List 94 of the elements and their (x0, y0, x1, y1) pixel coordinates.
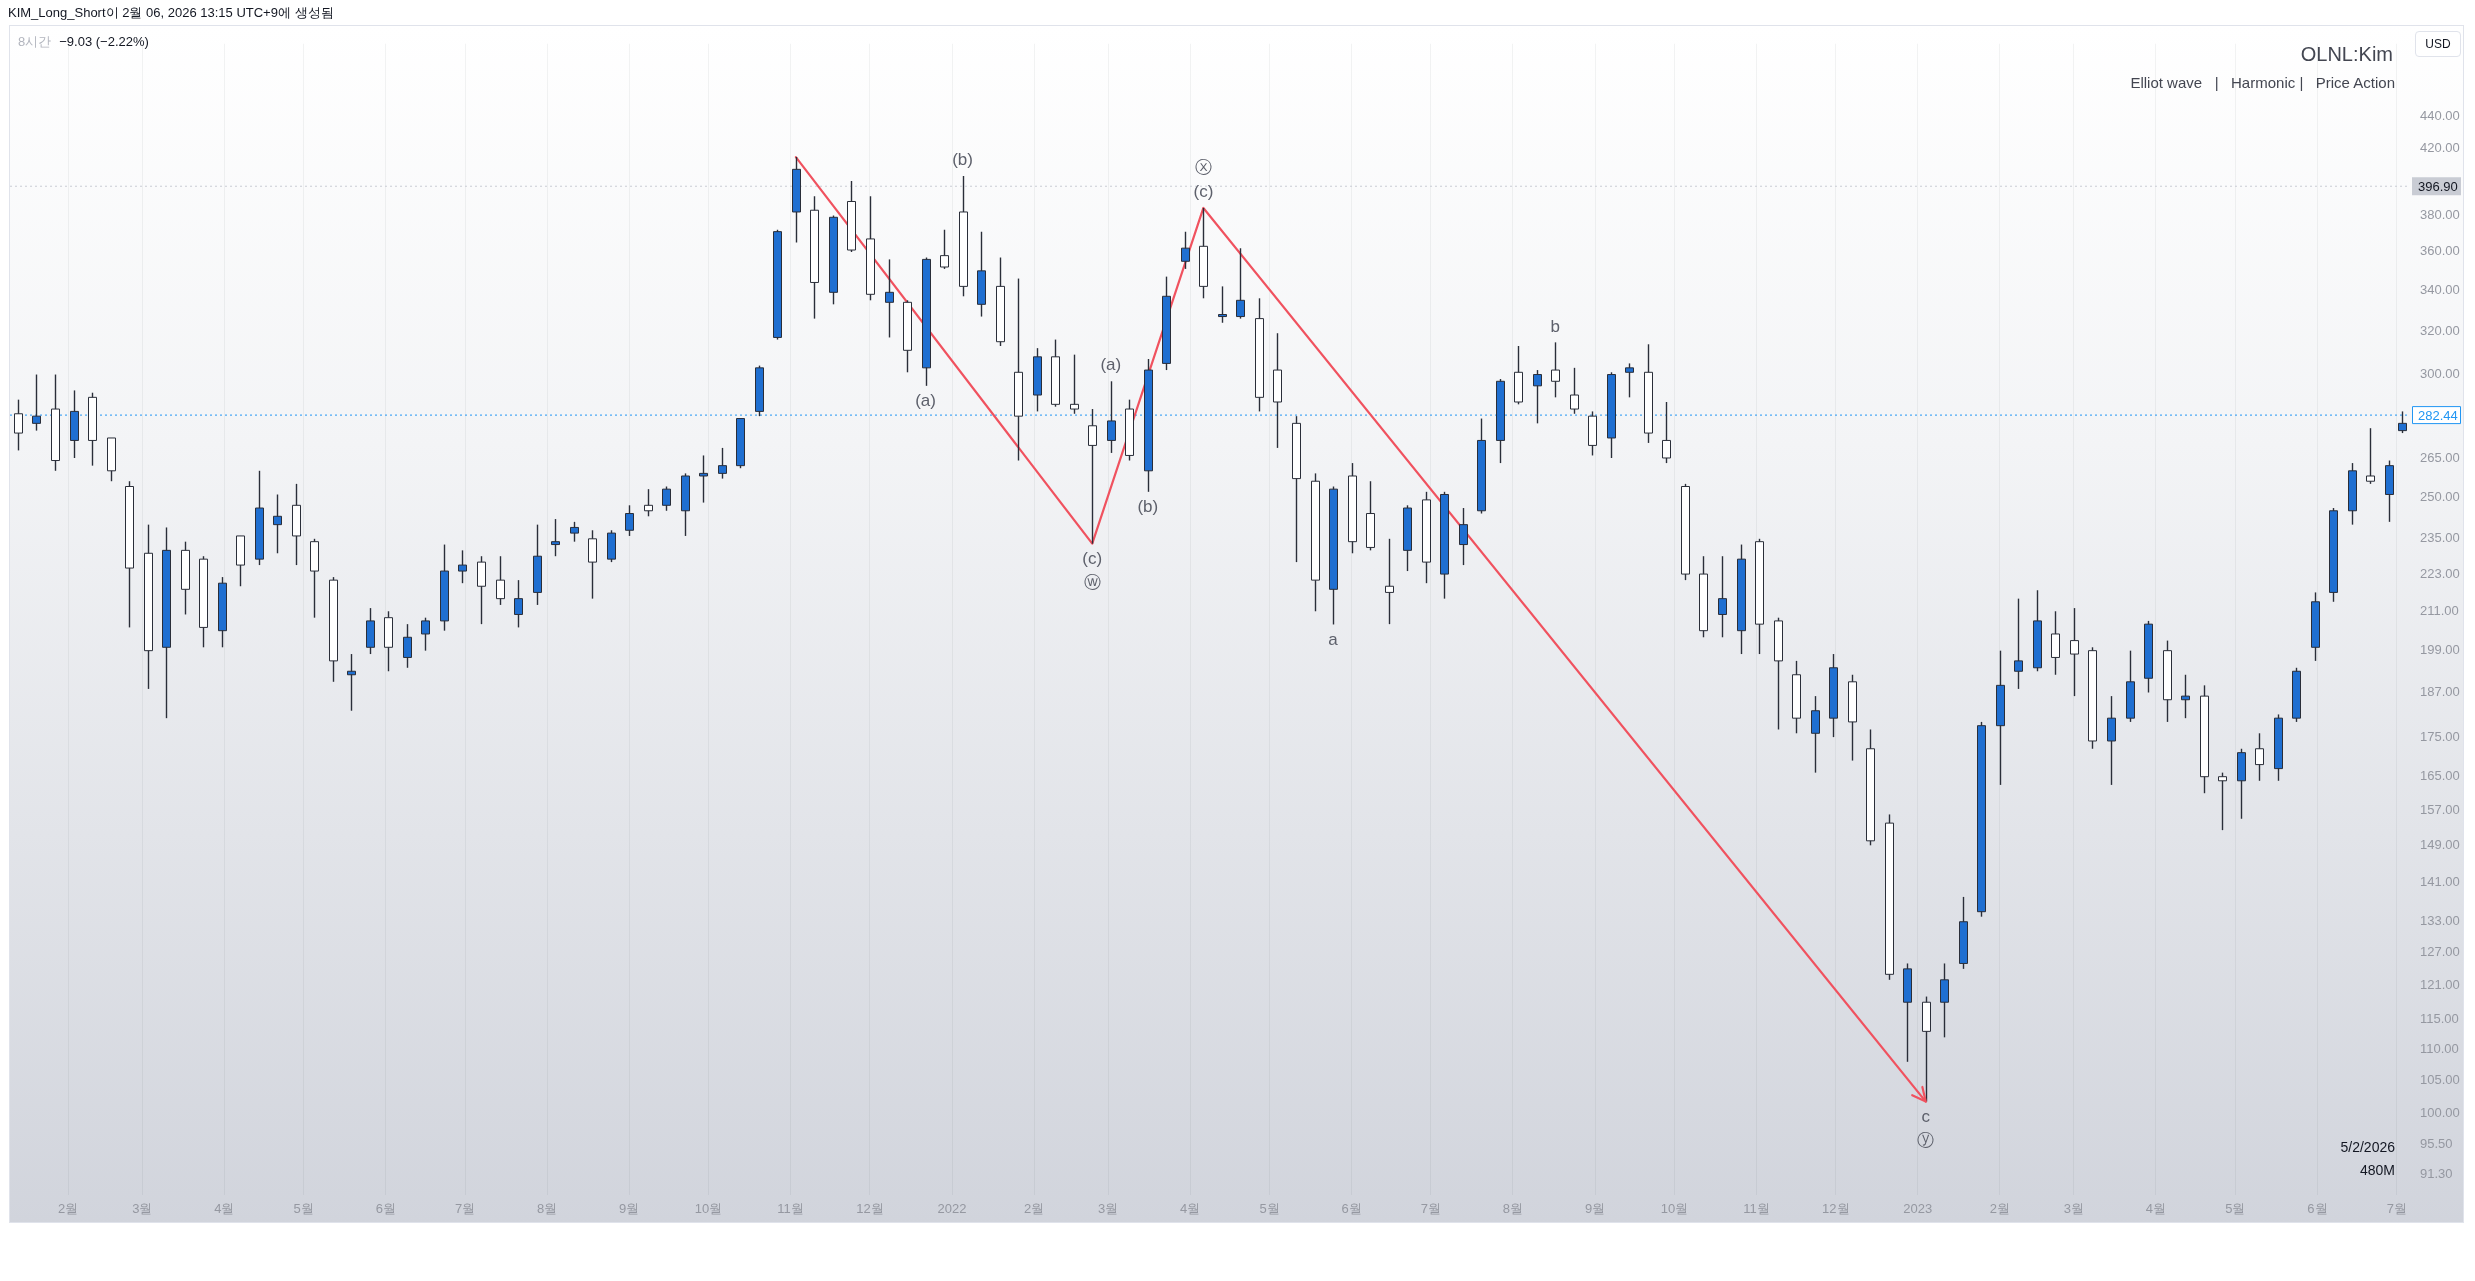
x-tick-label: 9월 (1584, 1201, 1606, 1217)
annotation: ⓨ (1917, 1130, 1935, 1150)
chart-subtitle: −9.03 (−2.22%) (59, 34, 149, 49)
candlestick (1718, 555, 1727, 638)
x-tick-label: 5월 (1259, 1201, 1280, 1217)
y-tick-label: 420.00 (2420, 139, 2460, 155)
x-tick-label: 9월 (619, 1201, 640, 1217)
x-tick-label: 7월 (1420, 1201, 1442, 1217)
x-tick-label: 5월 (2225, 1201, 2246, 1217)
x-tick-label: 10월 (694, 1201, 723, 1217)
x-tick-label: 4월 (1180, 1201, 1201, 1217)
y-tick-label: 300.00 (2420, 366, 2460, 382)
annotation: Elliot wave | Harmonic | Price Action (2130, 74, 2395, 91)
x-tick-label: 8월 (1502, 1201, 1524, 1217)
annotation: OLNL:Kim (2300, 43, 2393, 65)
x-tick-label: 2022 (937, 1201, 967, 1217)
annotation: c (1921, 1106, 1931, 1126)
y-tick-label: 235.00 (2420, 530, 2460, 546)
y-tick-label: 91.30 (2420, 1166, 2453, 1182)
y-tick-label: 340.00 (2420, 281, 2460, 297)
candlestick (514, 579, 523, 629)
x-tick-label: 4월 (214, 1201, 235, 1217)
candlestick (588, 529, 597, 600)
candlestick (1088, 408, 1097, 545)
ref-line-label: 282.44 (2418, 407, 2458, 423)
x-tick-label: 8월 (537, 1201, 558, 1217)
ref-line-label: 396.90 (2418, 178, 2458, 194)
x-tick-label: 11월 (777, 1201, 804, 1217)
x-tick-label: 11월 (1743, 1201, 1770, 1217)
candlestick (14, 398, 23, 452)
chart-title: 8시간 (18, 34, 52, 49)
x-tick-label: 2월 (1023, 1201, 1045, 1217)
x-tick-label: 7월 (455, 1201, 476, 1217)
annotation: ⓧ (1194, 158, 1212, 178)
y-tick-label: 360.00 (2420, 243, 2460, 259)
y-axis-title: USD (2415, 31, 2461, 57)
x-tick-label: 6월 (2307, 1201, 2328, 1217)
y-tick-label: 199.00 (2420, 642, 2460, 658)
y-tick-label: 211.00 (2420, 602, 2459, 618)
y-tick-label: 165.00 (2420, 768, 2460, 784)
y-tick-label: 250.00 (2420, 488, 2460, 504)
x-tick-label: 12월 (1822, 1201, 1850, 1217)
candlestick (2051, 610, 2060, 676)
x-tick-label: 3월 (132, 1201, 153, 1217)
annotation: (c) (1193, 182, 1214, 202)
x-tick-label: 2023 (1903, 1201, 1933, 1217)
x-tick-label: 10월 (1660, 1201, 1689, 1217)
x-tick-label: 2월 (58, 1201, 79, 1217)
y-tick-label: 187.00 (2420, 684, 2460, 700)
text: KIM_Long_Short이 2월 06, 2026 13:15 UTC+9에 생성됨 (8, 5, 334, 20)
candlestick (718, 447, 727, 480)
annotation: ⓦ (1083, 572, 1101, 592)
x-tick-label: 6월 (375, 1201, 396, 1217)
y-tick-label: 115.00 (2420, 1011, 2459, 1027)
x-tick-label: 4월 (2145, 1201, 2167, 1217)
y-tick-label: 95.50 (2420, 1136, 2453, 1152)
y-tick-label: 133.00 (2420, 913, 2460, 929)
y-tick-label: 127.00 (2420, 944, 2460, 960)
candlestick (625, 504, 634, 537)
x-tick-label: 7월 (2386, 1201, 2407, 1217)
candlestick (1107, 380, 1116, 454)
x-tick-label: 12월 (856, 1201, 884, 1217)
annotation: (b) (952, 150, 973, 170)
candlestick (1811, 695, 1820, 774)
x-tick-label: 2월 (1989, 1201, 2010, 1217)
y-tick-label: 110.00 (2420, 1041, 2459, 1057)
annotation: 5/2/2026 (2340, 1139, 2395, 1155)
annotation: (c) (1082, 548, 1103, 568)
y-tick-label: 157.00 (2420, 801, 2460, 817)
y-tick-label: 440.00 (2420, 108, 2460, 124)
candlestick (2014, 597, 2023, 690)
y-tick-label: 223.00 (2420, 565, 2460, 581)
annotation: 480M (2359, 1162, 2395, 1178)
x-tick-label: 3월 (1098, 1201, 1119, 1217)
y-tick-label: 105.00 (2420, 1072, 2460, 1088)
y-tick-label: 141.00 (2420, 874, 2460, 890)
annotation: (b) (1137, 497, 1159, 517)
y-tick-label: 149.00 (2420, 836, 2460, 852)
x-tick-label: 3월 (2063, 1201, 2085, 1217)
y-tick-label: 175.00 (2420, 728, 2460, 744)
candlestick (1940, 962, 1949, 1039)
candlestick (1625, 362, 1634, 399)
annotation: a (1328, 629, 1339, 649)
candlestick (2070, 607, 2079, 697)
annotation: b (1550, 316, 1561, 336)
x-tick-label: 6월 (1341, 1201, 1362, 1217)
annotation: (a) (915, 391, 936, 411)
y-tick-label: 100.00 (2420, 1105, 2460, 1121)
y-tick-label: 320.00 (2420, 322, 2460, 338)
y-tick-label: 121.00 (2420, 976, 2460, 992)
y-tick-label: 380.00 (2420, 207, 2460, 223)
annotation: (a) (1100, 355, 1122, 375)
x-tick-label: 5월 (293, 1201, 314, 1217)
y-tick-label: 265.00 (2420, 449, 2460, 465)
